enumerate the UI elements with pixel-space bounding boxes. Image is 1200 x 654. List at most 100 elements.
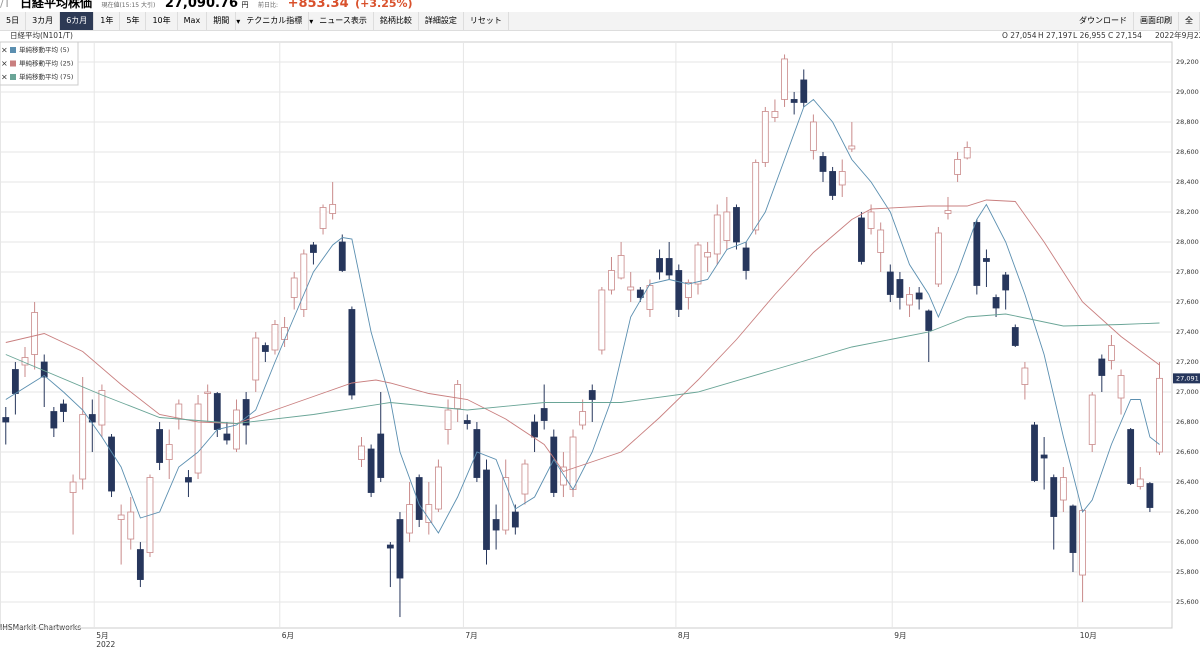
candle-body bbox=[300, 253, 308, 310]
menu-button[interactable]: 期間 bbox=[207, 12, 237, 30]
candle-body bbox=[819, 156, 827, 172]
y-tick-label: 26,200 bbox=[1176, 508, 1199, 516]
ohlc-close: C 27,154 bbox=[1108, 31, 1142, 40]
candle-body bbox=[579, 411, 587, 426]
range-button[interactable]: 6カ月 bbox=[60, 12, 95, 30]
change-pct: (+3.25%) bbox=[355, 0, 413, 10]
range-button[interactable]: 5年 bbox=[120, 12, 147, 30]
candle-body bbox=[50, 411, 58, 429]
range-button[interactable]: 5日 bbox=[0, 12, 27, 30]
candle-body bbox=[944, 210, 952, 214]
ohlc-low: L 26,955 bbox=[1073, 31, 1106, 40]
candle-body bbox=[781, 58, 788, 100]
legend-label: 単純移動平均 (75) bbox=[19, 72, 73, 81]
candle-body bbox=[204, 391, 212, 394]
candle-body bbox=[694, 244, 702, 285]
candle-body bbox=[98, 390, 106, 426]
candle-body bbox=[1146, 483, 1154, 508]
y-tick-label: 25,600 bbox=[1176, 598, 1199, 606]
candle-body bbox=[896, 279, 904, 298]
candle-body bbox=[608, 270, 615, 291]
range-button[interactable]: 10年 bbox=[146, 12, 178, 30]
y-tick-label: 27,600 bbox=[1176, 298, 1199, 306]
candle-body bbox=[329, 204, 337, 214]
candle-body bbox=[483, 469, 490, 550]
candle-body bbox=[310, 244, 317, 253]
candle-body bbox=[963, 147, 971, 159]
right-button[interactable]: ダウンロード bbox=[1073, 12, 1134, 30]
candle-body bbox=[886, 271, 894, 295]
legend-swatch bbox=[10, 74, 16, 80]
info-date: 2022年9月22日 bbox=[1155, 30, 1200, 40]
candle-body bbox=[1079, 510, 1086, 576]
candle-body bbox=[213, 393, 221, 430]
candle-body bbox=[1156, 377, 1163, 453]
tool-button[interactable]: 銘柄比較 bbox=[374, 12, 419, 30]
candle-body bbox=[665, 258, 673, 276]
candle-body bbox=[915, 292, 923, 300]
candle-body bbox=[925, 310, 933, 331]
candle-body bbox=[290, 277, 298, 298]
legend-close: × bbox=[1, 73, 8, 82]
candle-body bbox=[858, 217, 865, 262]
year-label: 2022 bbox=[96, 640, 115, 649]
candle-body bbox=[1117, 375, 1125, 399]
candle-body bbox=[367, 448, 375, 493]
y-tick-label: 26,600 bbox=[1176, 448, 1199, 456]
candle-body bbox=[492, 519, 500, 531]
candle-body bbox=[646, 285, 654, 310]
candle-body bbox=[531, 421, 538, 438]
candle-body bbox=[454, 384, 462, 409]
candle-body bbox=[617, 255, 625, 279]
range-button[interactable]: Max bbox=[178, 12, 208, 30]
candle-body bbox=[1040, 454, 1048, 459]
candle-body bbox=[117, 514, 125, 520]
symbol: 日経平均(N101/T) bbox=[10, 30, 73, 40]
candle-body bbox=[79, 414, 87, 480]
candle-body bbox=[790, 99, 798, 103]
candle-body bbox=[396, 519, 404, 579]
candle-body bbox=[473, 429, 481, 478]
candle-body bbox=[540, 408, 548, 421]
candle-body bbox=[1050, 477, 1058, 517]
candle-body bbox=[1108, 345, 1115, 361]
candle-body bbox=[338, 241, 346, 271]
legend-close: × bbox=[1, 59, 8, 68]
candle-body bbox=[934, 232, 942, 285]
moving-average-line bbox=[5, 98, 1160, 534]
candle-body bbox=[598, 289, 606, 351]
candle-body bbox=[560, 466, 567, 486]
candle-body bbox=[521, 463, 529, 495]
candle-body bbox=[550, 436, 558, 493]
tool-button[interactable]: ニュース表示 bbox=[313, 12, 374, 30]
candle-body bbox=[1069, 505, 1077, 553]
tool-button[interactable]: 詳細設定 bbox=[419, 12, 464, 30]
right-button[interactable]: 画面印刷 bbox=[1134, 12, 1179, 30]
menu-button[interactable]: テクニカル指標 bbox=[240, 12, 310, 30]
candle-body bbox=[271, 324, 279, 351]
tool-button[interactable]: リセット bbox=[464, 12, 509, 30]
y-tick-label: 28,200 bbox=[1176, 208, 1199, 216]
candle-body bbox=[319, 207, 327, 229]
range-button[interactable]: 3カ月 bbox=[26, 12, 61, 30]
range-button[interactable]: 1年 bbox=[94, 12, 121, 30]
price-caption: 現在値(15:15 大引) bbox=[101, 2, 156, 9]
candle-body bbox=[713, 214, 721, 255]
caret: ▾ bbox=[309, 16, 314, 26]
candle-body bbox=[1136, 478, 1144, 487]
candle-body bbox=[1011, 327, 1019, 346]
candle-body bbox=[11, 369, 19, 394]
x-tick-label: 9月 bbox=[894, 631, 906, 640]
change: +853.34 bbox=[287, 0, 349, 11]
candle-body bbox=[1127, 429, 1135, 484]
candle-body bbox=[175, 403, 183, 420]
candle-body bbox=[127, 511, 135, 540]
candle-body bbox=[829, 171, 837, 196]
price-unit: 円 bbox=[241, 1, 249, 9]
legend-close: × bbox=[1, 46, 8, 55]
candle-body bbox=[1031, 424, 1038, 481]
candle-body bbox=[233, 409, 240, 450]
plot-frame bbox=[0, 41, 1173, 629]
y-tick-label: 28,600 bbox=[1176, 148, 1199, 156]
